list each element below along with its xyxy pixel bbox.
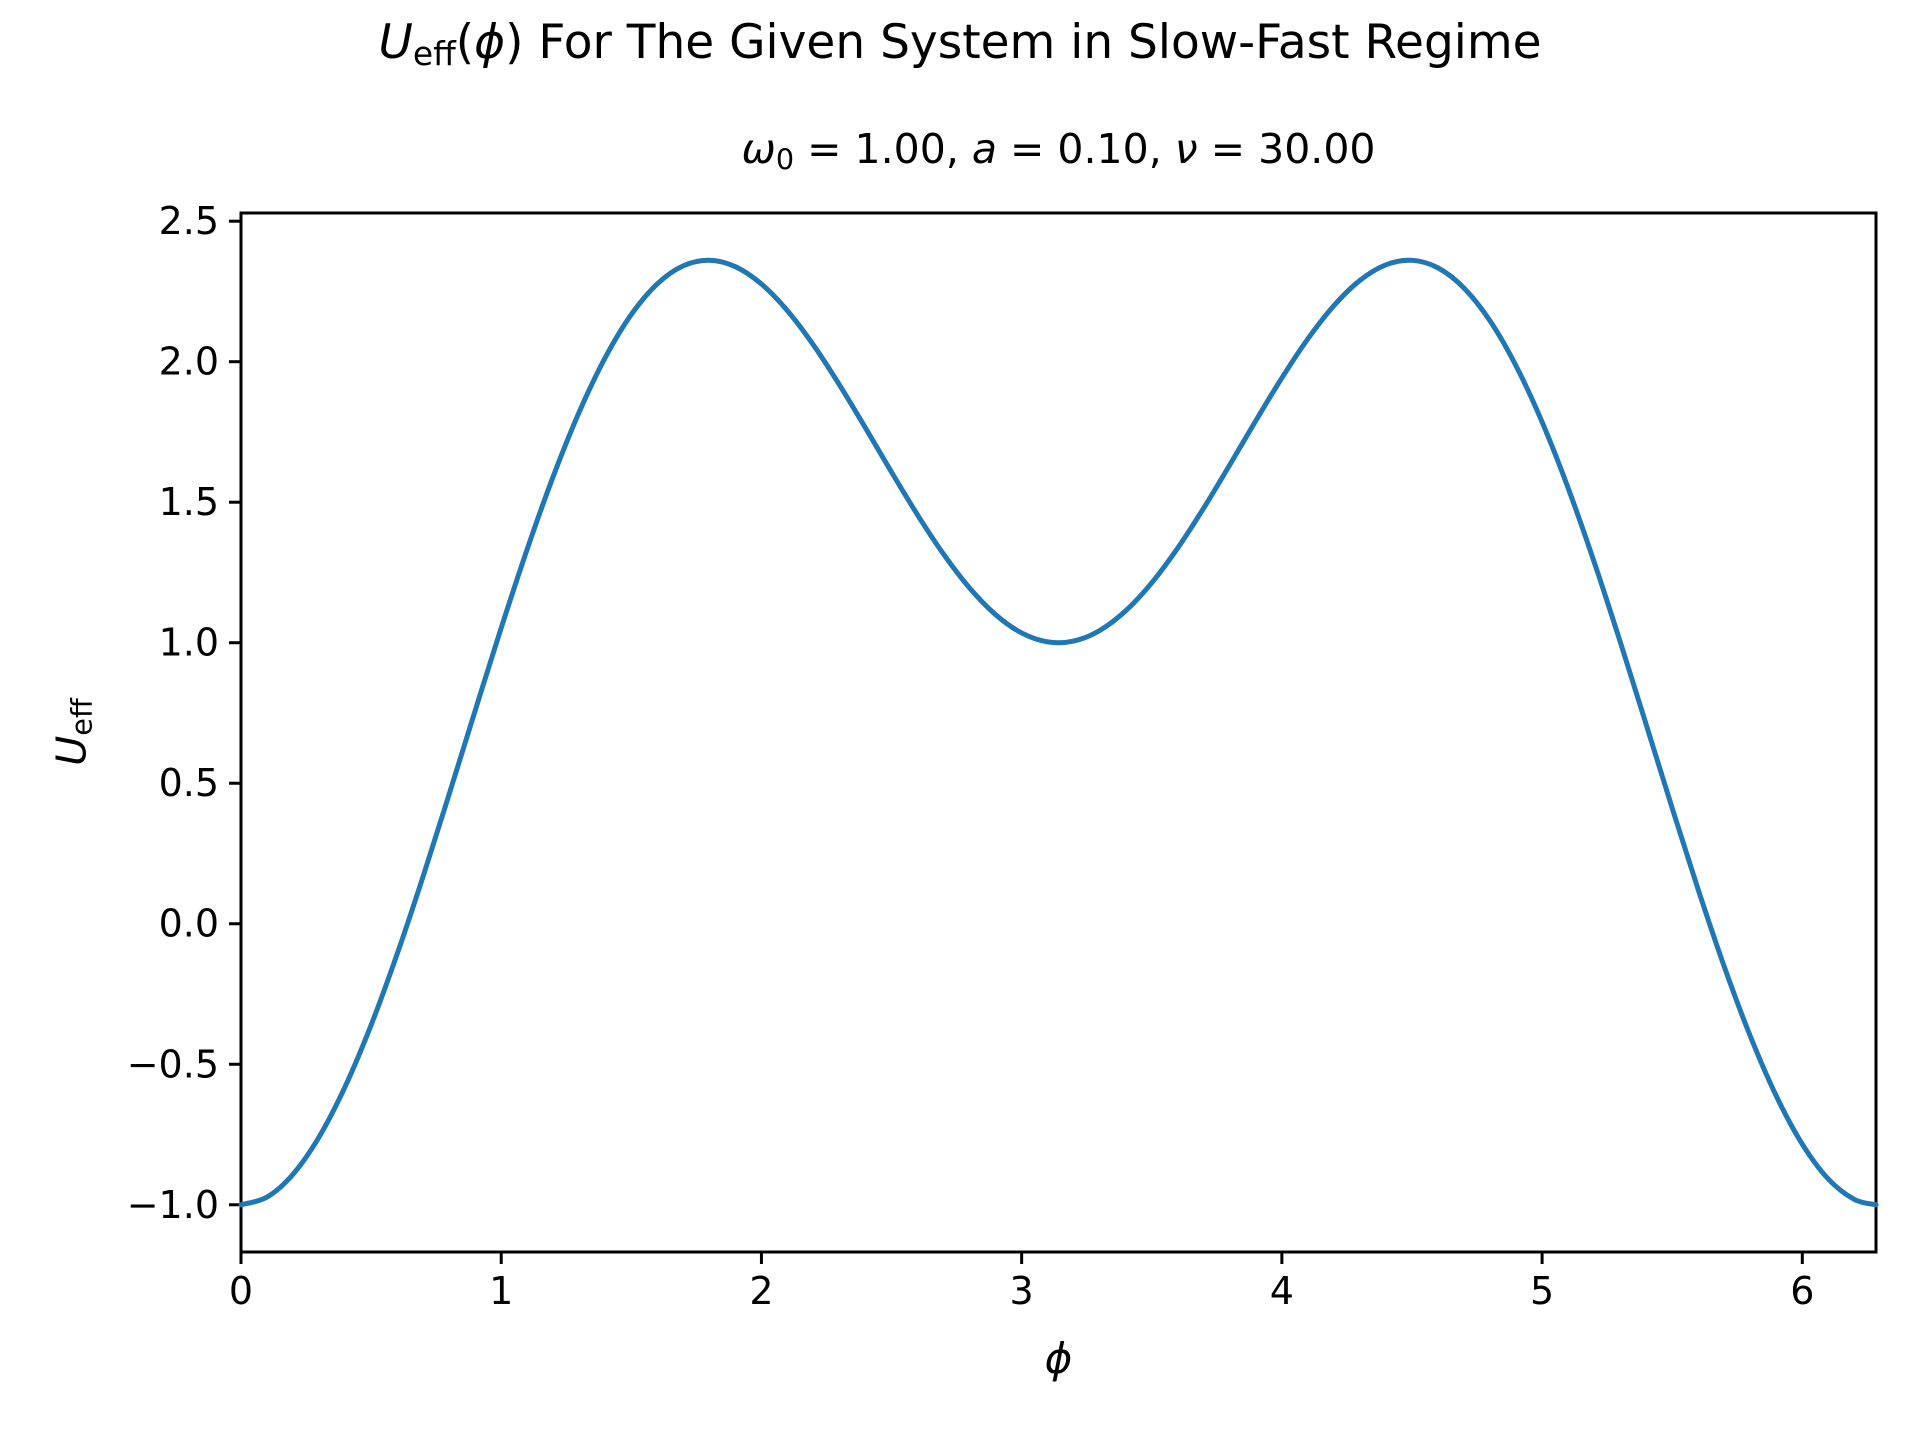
x-tick-label: 3 bbox=[1010, 1269, 1034, 1313]
axes-title: ω0 = 1.00, a = 0.10, ν = 30.00 bbox=[241, 125, 1876, 177]
x-tick-label: 6 bbox=[1790, 1269, 1814, 1313]
y-tick-label: −1.0 bbox=[127, 1183, 219, 1227]
y-tick-label: −0.5 bbox=[127, 1042, 219, 1086]
x-tick-label: 1 bbox=[489, 1269, 513, 1313]
title-phi: ϕ bbox=[474, 15, 506, 70]
x-tick-label: 0 bbox=[229, 1269, 253, 1313]
omega-value: = 1.00, bbox=[794, 125, 972, 173]
nu-value: = 30.00 bbox=[1197, 125, 1376, 173]
y-tick-label: 2.0 bbox=[159, 340, 219, 384]
y-axis-label: Ueff bbox=[47, 698, 98, 765]
title-variable: U bbox=[378, 15, 413, 70]
y-tick-label: 1.5 bbox=[159, 480, 219, 524]
y-tick-label: 1.0 bbox=[159, 621, 219, 665]
title-text: ) For The Given System in Slow-Fast Regi… bbox=[505, 15, 1542, 70]
figure-title: Ueff(ϕ) For The Given System in Slow-Fas… bbox=[0, 15, 1920, 74]
nu-symbol: ν bbox=[1174, 125, 1198, 173]
y-tick-label: 0.0 bbox=[159, 902, 219, 946]
omega-symbol: ω bbox=[741, 125, 776, 173]
y-tick-label: 0.5 bbox=[159, 761, 219, 805]
x-tick-label: 5 bbox=[1530, 1269, 1554, 1313]
omega-subscript: 0 bbox=[775, 142, 795, 177]
x-tick-label: 2 bbox=[749, 1269, 773, 1313]
x-tick-label: 4 bbox=[1270, 1269, 1294, 1313]
a-value: = 0.10, bbox=[997, 125, 1175, 173]
y-tick-label: 2.5 bbox=[159, 199, 219, 243]
a-symbol: a bbox=[971, 125, 998, 173]
ylabel-subscript: eff bbox=[64, 698, 99, 736]
title-lparen: ( bbox=[455, 15, 475, 70]
x-axis-label: ϕ bbox=[1044, 1334, 1073, 1383]
title-variable-subscript: eff bbox=[412, 34, 456, 74]
potential-curve bbox=[238, 257, 1879, 1208]
ylabel-variable: U bbox=[47, 735, 96, 766]
